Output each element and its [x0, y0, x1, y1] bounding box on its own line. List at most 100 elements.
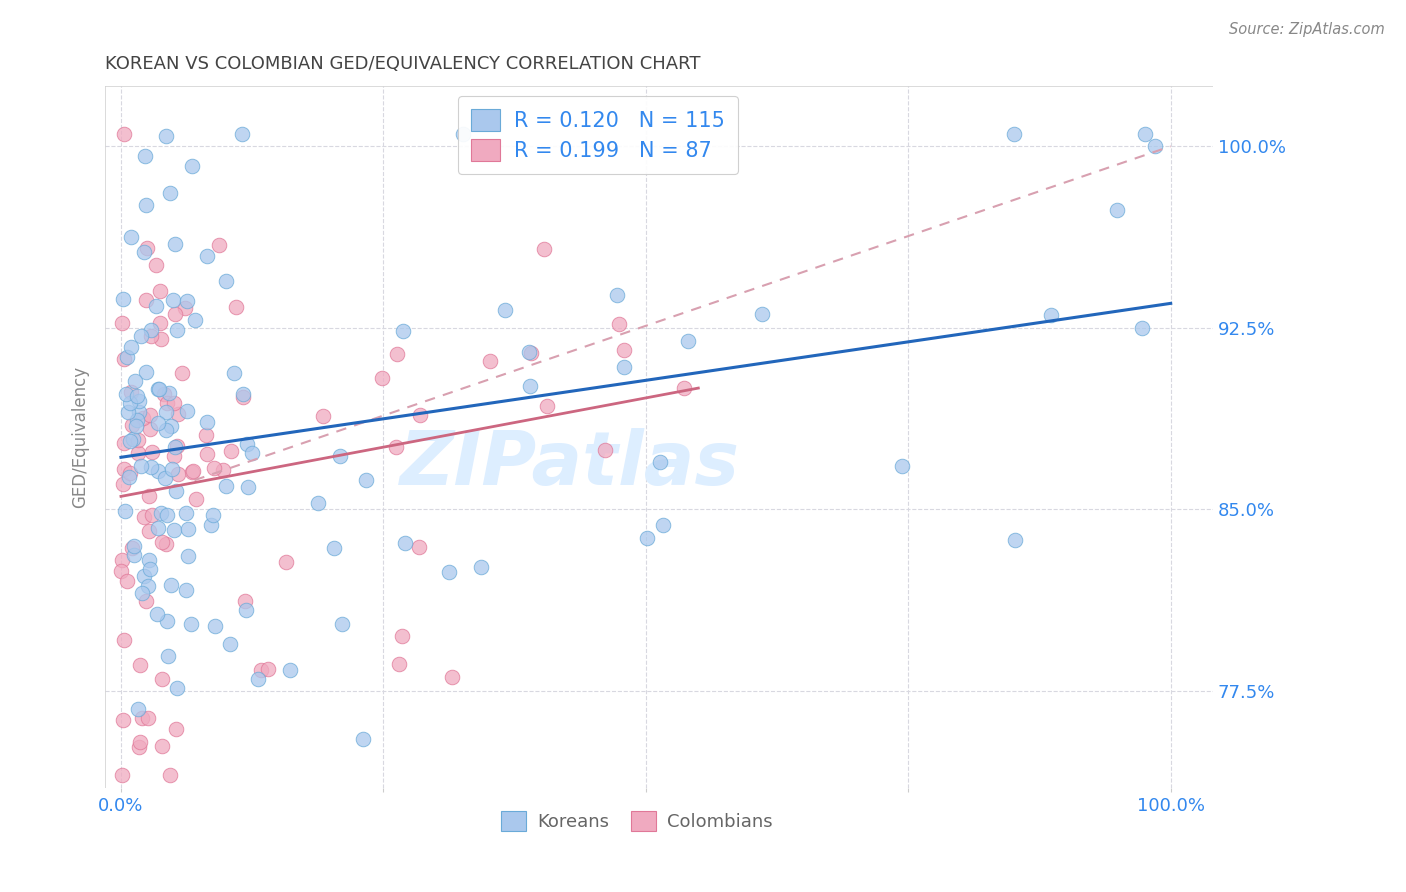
Point [156, 649, 179, 664]
Point [125, 389, 148, 403]
Point [648, 455, 671, 469]
Point [128, 739, 150, 754]
Point [1105, 203, 1128, 218]
Point [1133, 127, 1156, 141]
Point [129, 735, 152, 749]
Point [120, 385, 142, 400]
Point [307, 495, 329, 509]
Point [224, 300, 246, 314]
Point [606, 288, 628, 302]
Point [177, 522, 200, 536]
Point [441, 670, 464, 684]
Point [111, 713, 134, 727]
Point [250, 663, 273, 677]
Point [235, 602, 257, 616]
Point [387, 347, 409, 361]
Point [150, 739, 173, 753]
Point [388, 657, 411, 672]
Point [120, 229, 142, 244]
Point [408, 540, 430, 554]
Point [141, 445, 163, 459]
Point [155, 423, 177, 437]
Point [156, 614, 179, 628]
Point [146, 416, 169, 430]
Point [494, 303, 516, 318]
Point [352, 732, 374, 747]
Point [1143, 139, 1166, 153]
Point [131, 586, 153, 600]
Point [215, 274, 238, 288]
Point [112, 435, 135, 450]
Point [167, 407, 190, 421]
Point [122, 548, 145, 562]
Point [256, 661, 278, 675]
Point [636, 531, 658, 545]
Point [122, 539, 145, 553]
Point [533, 242, 555, 256]
Point [1004, 533, 1026, 547]
Point [166, 439, 188, 453]
Point [174, 506, 197, 520]
Point [1002, 127, 1025, 141]
Point [128, 404, 150, 418]
Point [202, 508, 225, 522]
Point [112, 127, 135, 141]
Y-axis label: GED/Equivalency: GED/Equivalency [72, 366, 89, 508]
Point [156, 396, 179, 410]
Point [174, 301, 197, 315]
Point [613, 343, 636, 357]
Point [112, 293, 135, 307]
Point [409, 408, 432, 422]
Point [437, 565, 460, 579]
Point [136, 241, 159, 255]
Point [162, 523, 184, 537]
Point [132, 568, 155, 582]
Point [163, 450, 186, 464]
Point [536, 399, 558, 413]
Point [165, 236, 187, 251]
Point [478, 353, 501, 368]
Point [593, 443, 616, 458]
Text: ZIPatlas: ZIPatlas [401, 428, 741, 501]
Point [139, 323, 162, 337]
Point [672, 381, 695, 395]
Point [115, 574, 138, 589]
Point [181, 464, 204, 478]
Point [219, 636, 242, 650]
Legend: Koreans, Colombians: Koreans, Colombians [494, 804, 780, 838]
Point [146, 464, 169, 478]
Point [194, 427, 217, 442]
Point [118, 466, 141, 480]
Point [120, 434, 142, 449]
Point [121, 541, 143, 555]
Point [141, 508, 163, 522]
Point [160, 419, 183, 434]
Point [153, 387, 176, 401]
Point [145, 299, 167, 313]
Point [176, 404, 198, 418]
Point [153, 471, 176, 485]
Point [138, 561, 160, 575]
Point [155, 536, 177, 550]
Point [222, 366, 245, 380]
Point [330, 617, 353, 632]
Point [519, 379, 541, 393]
Point [613, 360, 636, 375]
Point [160, 462, 183, 476]
Point [200, 517, 222, 532]
Point [149, 506, 172, 520]
Point [204, 618, 226, 632]
Point [135, 293, 157, 307]
Point [385, 440, 408, 454]
Point [135, 197, 157, 211]
Point [135, 594, 157, 608]
Point [112, 352, 135, 367]
Point [129, 657, 152, 672]
Text: Source: ZipAtlas.com: Source: ZipAtlas.com [1229, 22, 1385, 37]
Point [111, 476, 134, 491]
Point [160, 577, 183, 591]
Point [517, 344, 540, 359]
Point [232, 387, 254, 401]
Point [115, 387, 138, 401]
Point [127, 413, 149, 427]
